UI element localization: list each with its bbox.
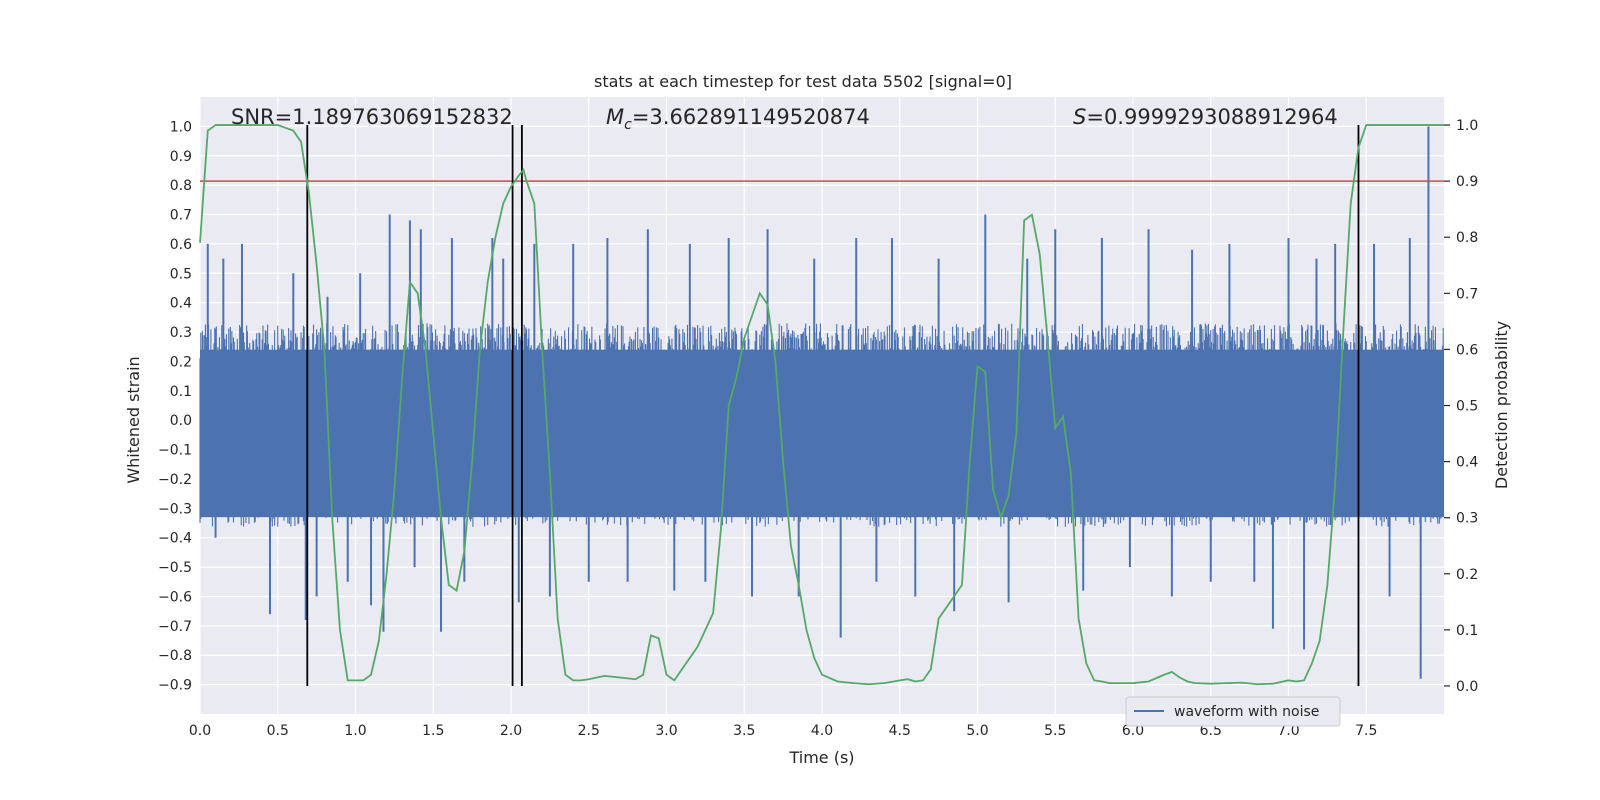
legend: waveform with noise	[1125, 696, 1341, 727]
y-tick-label: 0.6	[170, 237, 192, 253]
x-tick-label: 2.0	[500, 723, 522, 739]
y2-tick-label: 1.0	[1456, 118, 1478, 134]
y-tick-label: −0.5	[158, 560, 192, 576]
x-tick-label: 6.5	[1200, 723, 1222, 739]
y-tick-label: 0.2	[170, 354, 192, 370]
x-tick-label: 4.0	[811, 723, 833, 739]
y2-tick-label: 0.4	[1456, 455, 1478, 471]
y-tick-label: −0.3	[158, 501, 192, 517]
y-tick-label: −0.7	[158, 619, 192, 635]
x-tick-label: 0.5	[267, 723, 289, 739]
y-tick-label: 1.0	[170, 119, 192, 135]
y-tick-label: 0.8	[170, 178, 192, 194]
x-tick-label: 6.0	[1122, 723, 1144, 739]
x-axis: 0.0 0.5 1.0 1.5 2.0 2.5 3.0 3.5 4.0 4.5 5.0 5.5 6.0 6…	[189, 723, 1378, 739]
y2-tick-label: 0.5	[1456, 399, 1478, 415]
legend-box	[1125, 696, 1341, 727]
s-symbol: S	[1073, 105, 1086, 129]
y-tick-label: 0.5	[170, 266, 192, 282]
y-tick-label: 0.1	[170, 384, 192, 400]
mc-value: =3.662891149520874	[632, 105, 870, 129]
y-tick-label: −0.8	[158, 648, 192, 664]
y-tick-label: 0.3	[170, 325, 192, 341]
y2-tick-label: 0.8	[1456, 230, 1478, 246]
x-tick-label: 3.0	[655, 723, 677, 739]
chart-title: stats at each timestep for test data 550…	[594, 72, 1012, 91]
x-tick-label: 1.0	[344, 723, 366, 739]
waveform-series	[199, 126, 1444, 679]
y-tick-label: −0.9	[158, 678, 192, 694]
y2-tick-label: 0.6	[1456, 342, 1478, 358]
y-tick-label: 0.7	[170, 208, 192, 224]
probability-line	[199, 124, 1444, 686]
y2-tick-label: 0.0	[1456, 679, 1478, 695]
y-tick-label: 0.0	[170, 413, 192, 429]
mc-subscript: c	[624, 117, 632, 133]
y-tick-label: 0.9	[170, 149, 192, 165]
y-axis-right: 0.0 0.1 0.2 0.3 0.4 0.5 0.6 0.7 0.8 0.9 1.0	[1444, 118, 1478, 695]
y-tick-label: −0.6	[158, 589, 192, 605]
y-tick-label: −0.1	[158, 443, 192, 459]
x-tick-label: 3.5	[733, 723, 755, 739]
probability-series	[199, 124, 1444, 686]
y2-tick-label: 0.3	[1456, 511, 1478, 527]
y2-tick-label: 0.9	[1456, 174, 1478, 190]
x-tick-label: 7.5	[1355, 723, 1377, 739]
y-tick-label: 0.4	[170, 296, 192, 312]
y-axis-title: Whitened strain	[124, 356, 143, 483]
x-axis-title: Time (s)	[788, 748, 854, 767]
s-annotation: S=0.9999293088912964	[1073, 105, 1338, 129]
vertical-markers	[306, 125, 1360, 686]
y2-tick-label: 0.2	[1456, 567, 1478, 583]
y-axis-left: −0.9 −0.8 −0.7 −0.6 −0.5 −0.4 −0.3 −0.2 −0.1 0.0 0…	[158, 119, 192, 693]
snr-annotation: SNR=1.189763069152832	[231, 105, 513, 129]
y2-axis-title: Detection probability	[1492, 321, 1511, 489]
x-tick-label: 7.0	[1277, 723, 1299, 739]
x-tick-label: 2.5	[578, 723, 600, 739]
x-tick-label: 4.5	[889, 723, 911, 739]
y-tick-label: −0.2	[158, 472, 192, 488]
y2-tick-label: 0.7	[1456, 286, 1478, 302]
x-tick-label: 1.5	[422, 723, 444, 739]
y2-tick-label: 0.1	[1456, 623, 1478, 639]
s-value: =0.9999293088912964	[1086, 105, 1337, 129]
mc-annotation: Mc=3.662891149520874	[606, 105, 870, 133]
mc-symbol: M	[606, 105, 624, 129]
x-tick-label: 0.0	[189, 723, 211, 739]
y-tick-label: −0.4	[158, 531, 192, 547]
x-tick-label: 5.5	[1044, 723, 1066, 739]
x-tick-label: 5.0	[966, 723, 988, 739]
legend-label: waveform with noise	[1174, 704, 1319, 720]
waveform-core-fill	[200, 349, 1444, 518]
